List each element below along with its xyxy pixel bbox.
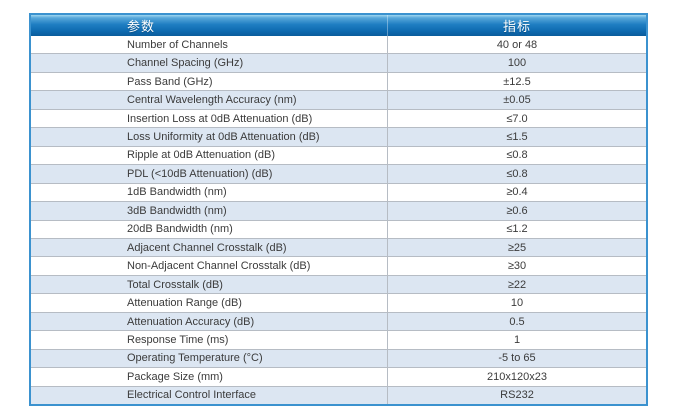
table-row: Response Time (ms) 1 (31, 330, 646, 349)
param-cell: Ripple at 0dB Attenuation (dB) (31, 146, 388, 165)
param-cell: 1dB Bandwidth (nm) (31, 183, 388, 202)
table-row: Total Crosstalk (dB) ≥22 (31, 274, 646, 294)
spec-table-body: Number of Channels 40 or 48 Channel Spac… (31, 36, 646, 405)
value-cell: ≥30 (507, 260, 527, 273)
table-row: PDL (<10dB Attenuation) (dB) ≤0.8 (31, 164, 646, 183)
value-cell: ≥0.4 (506, 186, 528, 199)
table-row: Loss Uniformity at 0dB Attenuation (dB) … (31, 127, 646, 146)
param-cell: Package Size (mm) (31, 368, 388, 386)
param-cell: Insertion Loss at 0dB Attenuation (dB) (31, 109, 388, 128)
param-cell: Adjacent Channel Crosstalk (dB) (31, 238, 388, 257)
table-row: 3dB Bandwidth (nm) ≥0.6 (31, 201, 646, 220)
table-row: Central Wavelength Accuracy (nm) ±0.05 (31, 90, 646, 109)
value-cell: ±12.5 (503, 75, 531, 88)
value-cell: ≥22 (507, 278, 527, 291)
value-cell: ≤0.8 (506, 149, 528, 162)
table-row: Insertion Loss at 0dB Attenuation (dB) ≤… (31, 108, 646, 128)
table-row: 20dB Bandwidth (nm) ≤1.2 (31, 219, 646, 238)
param-cell: Pass Band (GHz) (31, 72, 388, 91)
value-cell: ≤0.8 (506, 167, 528, 180)
table-row: Electrical Control Interface RS232 (31, 385, 646, 405)
table-header-row: 参数 指标 (31, 15, 646, 36)
value-cell: 100 (507, 57, 527, 70)
value-cell: RS232 (500, 389, 534, 402)
table-row: Channel Spacing (GHz) 100 (31, 53, 646, 72)
param-cell: Central Wavelength Accuracy (nm) (31, 91, 388, 109)
table-row: 1dB Bandwidth (nm) ≥0.4 (31, 182, 646, 202)
param-cell: Attenuation Range (dB) (31, 294, 388, 312)
table-row: Non-Adjacent Channel Crosstalk (dB) ≥30 (31, 256, 646, 275)
param-cell: 20dB Bandwidth (nm) (31, 220, 388, 238)
value-cell: ≥0.6 (506, 204, 528, 217)
table-row: Attenuation Range (dB) 10 (31, 293, 646, 312)
param-cell: Channel Spacing (GHz) (31, 54, 388, 72)
value-cell: 40 or 48 (496, 38, 538, 51)
value-cell: 1 (513, 333, 521, 346)
param-cell: Number of Channels (31, 36, 388, 54)
param-cell: Response Time (ms) (31, 331, 388, 349)
param-cell: Electrical Control Interface (31, 386, 388, 405)
table-row: Pass Band (GHz) ±12.5 (31, 71, 646, 91)
spec-table: 参数 指标 Number of Channels 40 or 48 Channe… (29, 13, 648, 406)
param-column-header: 参数 (31, 15, 388, 36)
value-column-header: 指标 (502, 19, 531, 34)
value-cell: 10 (510, 297, 524, 310)
param-cell: Attenuation Accuracy (dB) (31, 312, 388, 331)
value-cell: ≤7.0 (506, 112, 528, 125)
param-cell: Non-Adjacent Channel Crosstalk (dB) (31, 257, 388, 275)
value-cell: 0.5 (509, 315, 525, 328)
param-cell: Loss Uniformity at 0dB Attenuation (dB) (31, 128, 388, 146)
param-cell: PDL (<10dB Attenuation) (dB) (31, 165, 388, 183)
table-row: Package Size (mm) 210x120x23 (31, 367, 646, 386)
table-row: Ripple at 0dB Attenuation (dB) ≤0.8 (31, 145, 646, 165)
table-row: Operating Temperature (°C) -5 to 65 (31, 348, 646, 368)
table-row: Number of Channels 40 or 48 (31, 36, 646, 54)
value-cell: ≥25 (507, 241, 527, 254)
table-row: Attenuation Accuracy (dB) 0.5 (31, 311, 646, 331)
param-cell: 3dB Bandwidth (nm) (31, 202, 388, 220)
value-cell: ≤1.5 (506, 130, 528, 143)
value-cell: ≤1.2 (506, 223, 528, 236)
value-cell: -5 to 65 (498, 352, 536, 365)
table-row: Adjacent Channel Crosstalk (dB) ≥25 (31, 237, 646, 257)
param-cell: Total Crosstalk (dB) (31, 275, 388, 294)
value-cell: 210x120x23 (487, 370, 547, 383)
param-cell: Operating Temperature (°C) (31, 349, 388, 368)
value-cell: ±0.05 (503, 94, 531, 107)
